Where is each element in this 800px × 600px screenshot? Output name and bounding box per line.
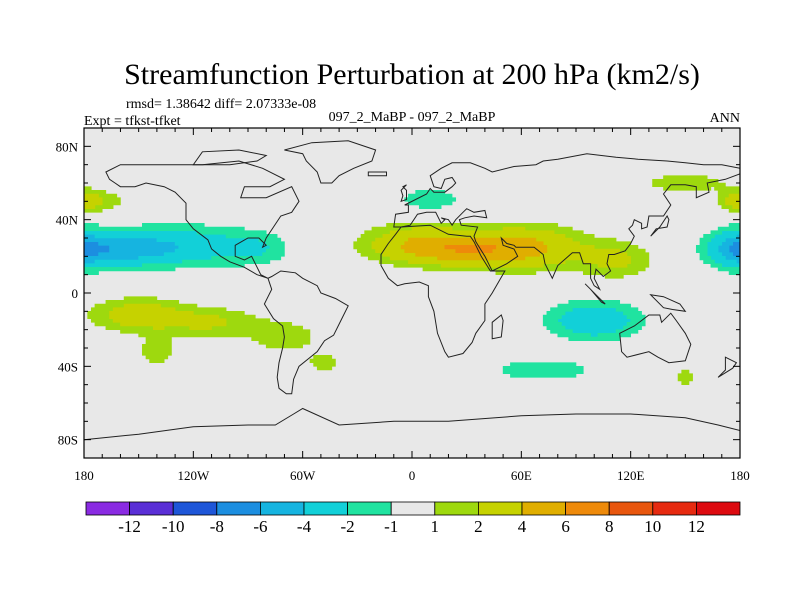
coastline-10 (584, 283, 606, 305)
y-tick-label: 0 (72, 286, 79, 301)
colorbar-swatch (347, 501, 392, 516)
x-tick-label: 0 (409, 468, 416, 483)
axis-ticks: 180 120W 60W 0 60E 120E 180 80N 40N 0 40S 80S (56, 128, 750, 483)
coastline-12 (192, 149, 268, 166)
colorbar-level-label: -1 (384, 517, 398, 536)
y-tick-label: 80S (58, 433, 78, 448)
coastline-1 (263, 270, 349, 395)
coastline-8 (650, 214, 670, 237)
colorbar-level-label: -10 (162, 517, 185, 536)
stats-line: rmsd= 1.38642 diff= 2.07333e-08 (126, 97, 316, 112)
plot-area (84, 128, 740, 458)
coastline-5 (619, 312, 692, 364)
colorbar-swatch (216, 501, 261, 516)
colorbar-swatch (434, 501, 479, 516)
colorbar-level-label: 12 (688, 517, 705, 536)
colorbar-swatch (521, 501, 566, 516)
colorbar-level-label: -12 (118, 517, 141, 536)
colorbar-swatch (696, 501, 741, 516)
colorbar: -12 -10 -8 -6 -4 -2 -1 1 2 4 6 8 10 12 (85, 501, 741, 536)
colorbar-swatch (172, 501, 218, 516)
map-background (84, 128, 740, 458)
colorbar-level-label: -4 (297, 517, 312, 536)
x-tick-label: 180 (74, 468, 94, 483)
x-tick-label: 120E (617, 468, 645, 483)
colorbar-level-label: 2 (474, 517, 483, 536)
colorbar-level-label: 10 (644, 517, 661, 536)
colorbar-swatch (652, 501, 697, 516)
colorbar-swatch (608, 501, 654, 516)
colorbar-swatch (303, 501, 348, 516)
colorbar-level-label: -6 (253, 517, 267, 536)
coastlines (84, 140, 740, 458)
coastline-3 (393, 153, 740, 291)
y-tick-label: 40S (58, 359, 78, 374)
coastline-13 (367, 171, 387, 177)
contour-band-5 (84, 230, 740, 338)
coastline-7 (491, 314, 504, 340)
coastline-11 (649, 294, 687, 312)
colorbar-level-label: -2 (341, 517, 355, 536)
experiment-label: Expt = tfkst-tfket (84, 114, 181, 129)
colorbar-swatch (390, 501, 436, 516)
contour-band-8 (84, 175, 740, 385)
colorbar-level-label: 4 (518, 517, 527, 536)
colorbar-level-label: 6 (561, 517, 570, 536)
coastline-0 (105, 160, 300, 279)
x-tick-label: 60E (511, 468, 532, 483)
contour-band-11 (444, 245, 497, 253)
coastline-6 (84, 407, 740, 458)
colorbar-level-label: 8 (605, 517, 614, 536)
y-tick-label: 40N (56, 213, 79, 228)
coastline-9 (400, 184, 407, 203)
case-label: 097_2_MaBP - 097_2_MaBP (329, 110, 496, 125)
coastline-14 (717, 356, 738, 378)
coastline-4 (380, 224, 506, 358)
season-label: ANN (710, 111, 740, 126)
contour-band-10 (400, 237, 548, 261)
colorbar-swatch (565, 501, 610, 516)
coastline-2 (284, 140, 377, 184)
x-tick-label: 180 (730, 468, 750, 483)
colorbar-level-label: 1 (431, 517, 440, 536)
colorbar-swatch (85, 501, 130, 516)
colorbar-swatch (129, 501, 174, 516)
colorbar-level-label: -8 (210, 517, 224, 536)
contour-band-9 (84, 193, 740, 330)
colorbar-swatch (259, 501, 305, 516)
x-tick-label: 120W (177, 468, 210, 483)
y-tick-label: 80N (56, 139, 79, 154)
contour-band-6 (84, 190, 740, 378)
x-tick-label: 60W (290, 468, 316, 483)
chart-title: Streamfunction Perturbation at 200 hPa (… (124, 58, 700, 91)
colorbar-swatch (477, 501, 523, 516)
